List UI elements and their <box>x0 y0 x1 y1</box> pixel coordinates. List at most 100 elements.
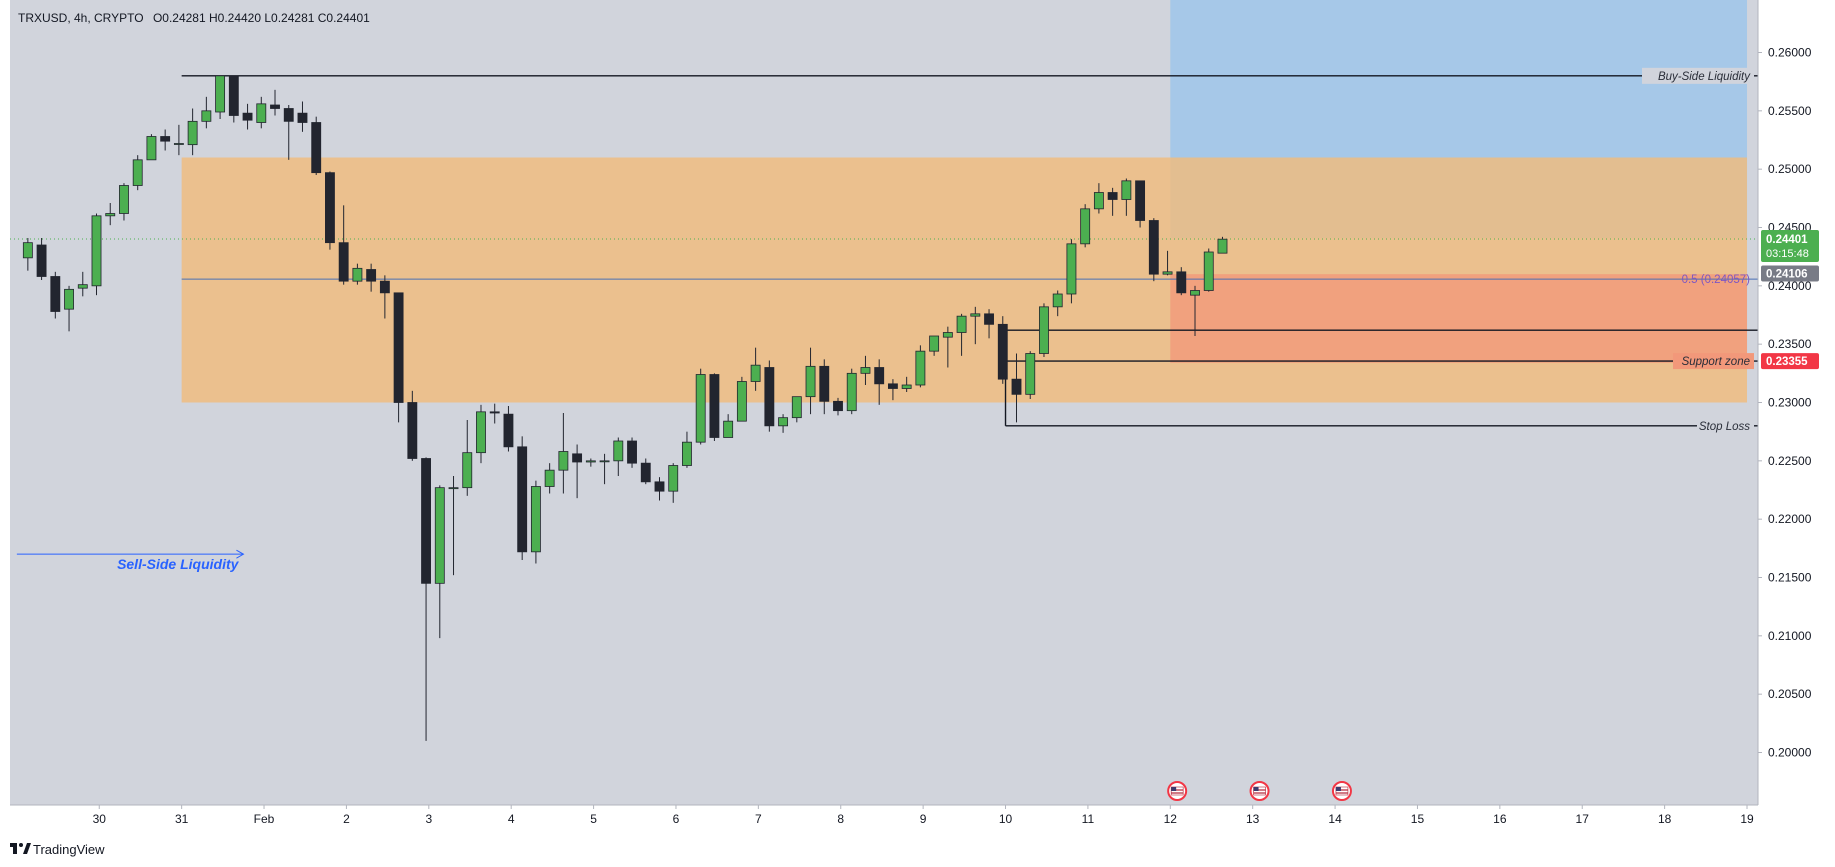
bullish-candle <box>448 487 459 490</box>
bullish-candle <box>613 440 624 462</box>
buy-side-liquidity-label: Buy-Side Liquidity <box>1658 71 1751 83</box>
bullish-candle <box>352 267 363 282</box>
time-tick-label: 17 <box>1576 812 1590 826</box>
bearish-candle <box>297 112 308 123</box>
levels-layer <box>10 75 1758 559</box>
bullish-candle <box>668 465 679 492</box>
bearish-candle <box>36 244 47 277</box>
price-tick-label: 0.21000 <box>1768 629 1812 643</box>
time-tick-label: 5 <box>590 812 597 826</box>
bullish-candle <box>846 372 857 412</box>
bullish-candle <box>132 159 143 186</box>
bullish-candle <box>682 441 692 466</box>
bullish-candle <box>173 143 184 145</box>
bullish-candle <box>1080 208 1091 245</box>
bearish-candle <box>242 112 253 121</box>
time-tick-label: 31 <box>175 812 189 826</box>
support-zone-label: Support zone <box>1682 356 1750 368</box>
ohlc-values: O0.24281 H0.24420 L0.24281 C0.24401 <box>153 11 370 25</box>
red-price-value: 0.23355 <box>1766 356 1808 368</box>
bullish-candle <box>599 460 610 463</box>
bullish-candle <box>64 288 74 310</box>
gray-price-value: 0.24106 <box>1766 268 1808 280</box>
bullish-candle <box>915 350 926 386</box>
bullish-candle <box>91 215 102 287</box>
bearish-candle <box>640 462 651 483</box>
bearish-candle <box>338 242 349 282</box>
symbol-line: TRXUSD, 4h, CRYPTO <box>18 11 144 25</box>
bearish-candle <box>627 440 637 464</box>
price-tags: 0.24401 03:15:48 0.24106 0.23355 <box>1761 230 1819 370</box>
price-tick-label: 0.23000 <box>1768 396 1812 410</box>
time-tick-label: 10 <box>999 812 1013 826</box>
bullish-candle <box>215 75 226 113</box>
bullish-candle <box>201 110 212 122</box>
bullish-candle <box>22 242 33 259</box>
bullish-candle <box>1217 238 1228 254</box>
time-tick-label: Feb <box>254 812 275 826</box>
bullish-candle <box>585 460 596 463</box>
bullish-candle <box>1203 251 1214 291</box>
bullish-candle <box>1121 180 1132 200</box>
bearish-candle <box>311 122 322 174</box>
stop-loss-label-bg <box>1697 417 1754 434</box>
flag-canton <box>1335 787 1341 791</box>
last-price-value: 0.24401 <box>1766 234 1808 246</box>
bearish-candle <box>489 411 500 414</box>
time-tick-label: 14 <box>1328 812 1342 826</box>
bullish-candle <box>434 487 445 584</box>
buy-side-liquidity-label-bg <box>1642 67 1754 84</box>
tradingview-logo-icon <box>10 843 31 854</box>
bearish-candle <box>764 367 775 427</box>
bearish-candle <box>1135 180 1146 221</box>
bullish-candle <box>105 213 116 217</box>
time-tick-label: 4 <box>508 812 515 826</box>
time-tick-label: 15 <box>1411 812 1425 826</box>
bullish-candle <box>1162 271 1173 275</box>
bullish-candle <box>558 451 569 471</box>
bullish-candle <box>1025 353 1036 395</box>
bearish-candle <box>421 458 431 584</box>
flag-canton <box>1171 787 1177 791</box>
price-tick-label: 0.21500 <box>1768 571 1812 585</box>
price-tick-label: 0.24000 <box>1768 279 1812 293</box>
bullish-candle <box>1093 192 1104 210</box>
bearish-candle <box>833 400 843 412</box>
bullish-candle <box>1190 290 1200 296</box>
bullish-candle <box>1066 243 1077 295</box>
bearish-candle <box>572 453 583 463</box>
bullish-candle <box>956 315 967 333</box>
time-tick-label: 30 <box>93 812 107 826</box>
us-flag-icon[interactable] <box>1249 781 1270 801</box>
bullish-candle <box>901 384 912 389</box>
sell-side-liquidity-arrow <box>236 549 245 559</box>
time-tick-label: 2 <box>343 812 350 826</box>
us-flag-icon[interactable] <box>1167 781 1188 801</box>
time-tick-label: 16 <box>1493 812 1507 826</box>
bullish-candle <box>146 136 157 161</box>
annotation-labels: Buy-Side Liquidity Support zone Stop Loss 0… <box>117 67 1754 572</box>
last-price-tag <box>1761 230 1819 263</box>
red-price-tag <box>1761 353 1819 370</box>
bearish-candle <box>283 108 294 122</box>
bearish-candle <box>407 402 418 459</box>
bullish-candle <box>929 335 940 352</box>
bearish-candle <box>1011 378 1022 395</box>
time-tick-label: 18 <box>1658 812 1672 826</box>
us-flag-icon[interactable] <box>1331 781 1352 801</box>
sell-side-liquidity-label: Sell-Side Liquidity <box>117 556 240 572</box>
tradingview-logo[interactable]: TradingView <box>10 842 105 857</box>
bearish-candle <box>874 367 885 385</box>
stop-loss-label: Stop Loss <box>1699 421 1750 433</box>
stop-zone <box>1170 274 1748 363</box>
bullish-candle <box>1039 306 1049 354</box>
bearish-candle <box>50 276 61 312</box>
bullish-candle <box>256 103 267 123</box>
time-tick-label: 13 <box>1246 812 1260 826</box>
price-tick-label: 0.22500 <box>1768 454 1812 468</box>
price-tick-label: 0.20000 <box>1768 746 1812 760</box>
bullish-candle <box>750 364 761 382</box>
bearish-candle <box>1148 220 1159 275</box>
